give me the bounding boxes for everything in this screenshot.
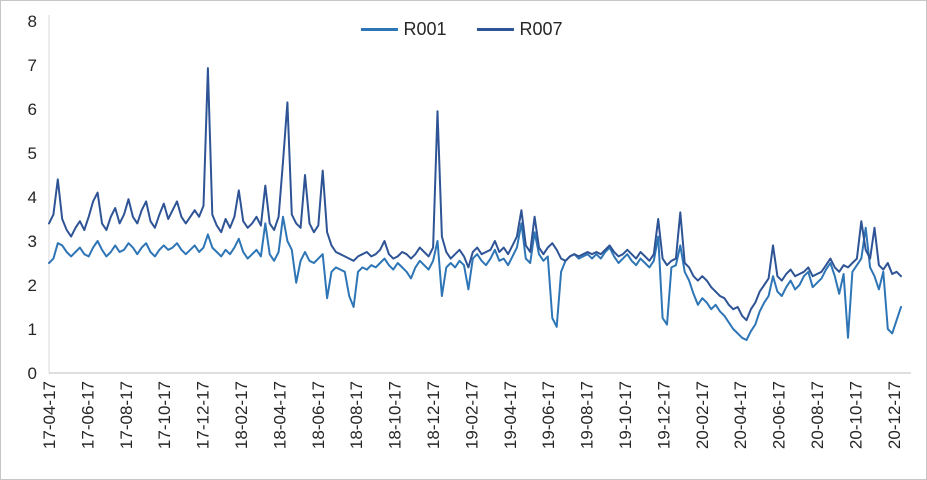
x-tick-label: 17-08-17: [117, 381, 136, 449]
x-tick-label: 20-04-17: [731, 381, 750, 449]
legend-item-r007: R007: [476, 19, 563, 39]
x-tick-label: 19-04-17: [501, 381, 520, 449]
y-tick-label: 1: [28, 320, 37, 339]
x-tick-label: 18-04-17: [270, 381, 289, 449]
y-tick-label: 2: [28, 276, 37, 295]
x-tick-label: 20-08-17: [808, 381, 827, 449]
x-tick-label: 19-08-17: [578, 381, 597, 449]
y-tick-label: 6: [28, 100, 37, 119]
y-tick-label: 5: [28, 144, 37, 163]
x-tick-label: 20-06-17: [770, 381, 789, 449]
x-tick-label: 19-12-17: [654, 381, 673, 449]
x-tick-label: 18-10-17: [386, 381, 405, 449]
x-tick-label: 19-02-17: [462, 381, 481, 449]
x-tick-label: 18-06-17: [309, 381, 328, 449]
legend-line-swatch-r001: [360, 27, 398, 31]
series-line-r007: [48, 67, 902, 322]
x-tick-label: 17-10-17: [155, 381, 174, 449]
series-line-r001: [48, 215, 902, 341]
legend-item-r001: R001: [360, 20, 446, 38]
chart-legend: R001 R007: [360, 19, 563, 39]
x-tick-label: 18-02-17: [232, 381, 251, 449]
legend-label-r007: R007: [519, 19, 563, 39]
x-tick-label: 18-12-17: [424, 381, 443, 449]
y-tick-label: 8: [28, 12, 37, 31]
x-tick-label: 17-04-17: [40, 381, 59, 449]
x-tick-label: 17-06-17: [78, 381, 97, 449]
x-tick-label: 20-02-17: [693, 381, 712, 449]
x-tick-label: 20-12-17: [885, 381, 904, 449]
y-tick-label: 7: [28, 56, 37, 75]
x-tick-label: 18-08-17: [347, 381, 366, 449]
y-tick-label: 4: [28, 188, 37, 207]
x-tick-label: 19-06-17: [539, 381, 558, 449]
x-tick-label: 20-10-17: [846, 381, 865, 449]
x-tick-label: 19-10-17: [616, 381, 635, 449]
legend-line-swatch-r007: [476, 27, 514, 31]
legend-label-r001: R001: [403, 19, 447, 39]
x-tick-label: 17-12-17: [194, 381, 213, 449]
y-tick-label: 3: [28, 232, 37, 251]
y-tick-label: 0: [28, 364, 37, 383]
